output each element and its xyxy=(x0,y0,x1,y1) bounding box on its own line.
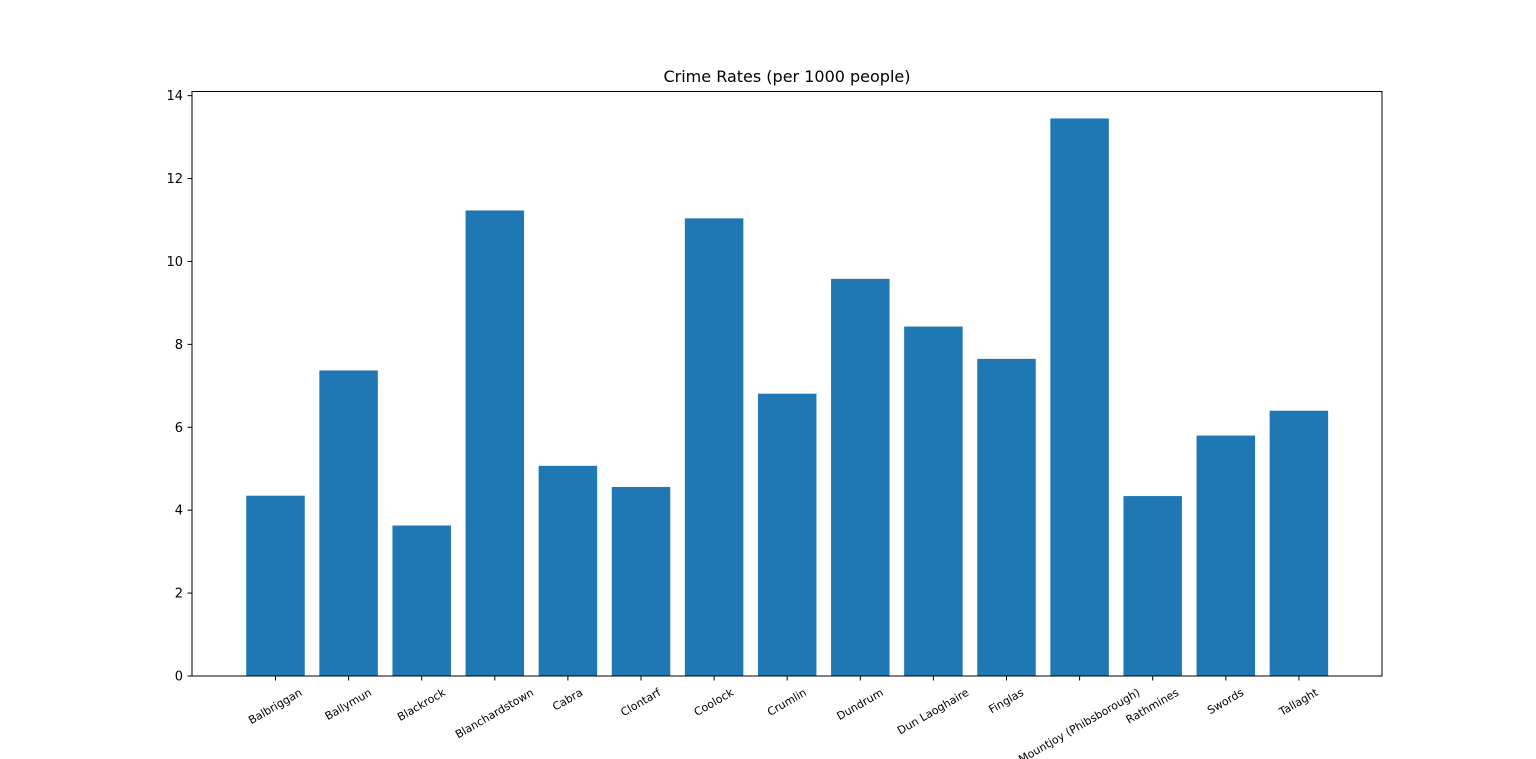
x-tick-label: Finglas xyxy=(987,686,1027,716)
x-tick-label: Dun Laoghaire xyxy=(895,686,971,738)
y-tick-label: 0 xyxy=(175,670,183,685)
bar-tallaght xyxy=(1269,410,1329,676)
x-tick-label: Swords xyxy=(1205,686,1246,717)
x-tick-label: Dundrum xyxy=(834,686,885,723)
bar-dundrum xyxy=(831,278,890,676)
x-tick-label: Clontarf xyxy=(618,685,663,719)
x-tick-label: Balbriggan xyxy=(246,686,304,727)
chart-title: Crime Rates (per 1000 people) xyxy=(663,67,910,86)
bar-blackrock xyxy=(392,525,451,676)
y-tick-label: 10 xyxy=(166,255,183,270)
x-tick-label: Crumlin xyxy=(765,686,809,719)
bars-group xyxy=(246,118,1329,676)
y-tick-label: 12 xyxy=(166,172,183,187)
y-tick-label: 8 xyxy=(175,338,183,353)
y-tick-label: 4 xyxy=(175,504,183,519)
y-tick-label: 2 xyxy=(175,587,183,602)
bar-crumlin xyxy=(757,393,817,676)
x-tick-label: Coolock xyxy=(692,686,737,719)
bar-mountjoy-phibsborough xyxy=(1050,118,1109,676)
plot-area-frame xyxy=(191,91,1383,677)
x-tick-label: Blanchardstown xyxy=(453,686,536,741)
bar-finglas xyxy=(977,358,1036,676)
y-axis: 0 2 4 6 8 10 12 14 xyxy=(166,89,192,685)
x-tick-label: Cabra xyxy=(550,686,585,714)
x-tick-label: Ballymun xyxy=(323,686,374,723)
bar-clontarf xyxy=(611,486,671,676)
bar-dun-laoghaire xyxy=(904,326,963,676)
y-tick-label: 14 xyxy=(166,89,183,104)
bar-ballymun xyxy=(319,370,378,676)
x-tick-label: Mountjoy (Phibsborough) xyxy=(1016,686,1142,759)
bar-cabra xyxy=(538,465,598,676)
bar-blanchardstown xyxy=(465,210,525,676)
x-tick-label: Blackrock xyxy=(395,686,448,724)
bar-rathmines xyxy=(1123,496,1182,676)
y-tick-label: 6 xyxy=(175,421,183,436)
bar-coolock xyxy=(684,218,744,676)
bar-balbriggan xyxy=(246,495,305,676)
bar-swords xyxy=(1196,435,1256,676)
x-tick-label: Tallaght xyxy=(1276,686,1321,719)
x-axis: Balbriggan Ballymun Blackrock Blanchardstow… xyxy=(246,676,1321,759)
